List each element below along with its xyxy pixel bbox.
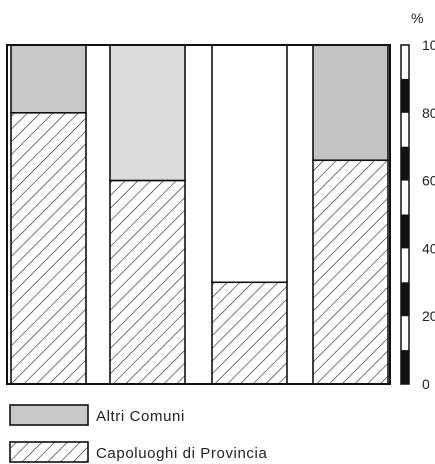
y-unit-label: % bbox=[411, 10, 423, 26]
bar-altri-comuni-2 bbox=[109, 44, 186, 182]
y-tick-label-80: 80 bbox=[422, 105, 435, 121]
legend-item-capoluoghi: Capoluoghi di Provincia bbox=[9, 441, 267, 463]
y-tick-label-60: 60 bbox=[422, 173, 435, 189]
bar-altri-comuni-4 bbox=[312, 44, 389, 162]
legend-swatch-altri-comuni bbox=[9, 404, 89, 426]
legend-label-altri-comuni: Altri Comuni bbox=[96, 408, 185, 425]
bar-capoluoghi-4 bbox=[312, 159, 389, 385]
bars-group bbox=[10, 44, 389, 385]
bar-capoluoghi-2 bbox=[109, 179, 186, 385]
scale-segment-2 bbox=[401, 282, 409, 317]
bar-capoluoghi-3 bbox=[211, 281, 288, 385]
legend: Altri Comuni Capoluoghi di Provincia bbox=[9, 404, 267, 463]
y-tick-label-40: 40 bbox=[422, 240, 435, 256]
y-tick-label-0: 0 bbox=[422, 376, 430, 392]
bar-capoluoghi-1 bbox=[10, 112, 87, 385]
bar-altri-comuni-3 bbox=[211, 44, 288, 284]
legend-swatch-capoluoghi bbox=[9, 441, 89, 463]
plot-frame bbox=[6, 44, 391, 385]
scale-segment-4 bbox=[401, 146, 409, 181]
y-scale-bar bbox=[400, 44, 410, 385]
y-tick-label-20: 20 bbox=[422, 308, 435, 324]
y-tick-labels: 0 20 40 60 80 100 bbox=[422, 37, 435, 392]
legend-label-capoluoghi: Capoluoghi di Provincia bbox=[96, 445, 267, 462]
scale-segment-1 bbox=[401, 350, 409, 384]
bar-altri-comuni-1 bbox=[10, 44, 87, 114]
y-tick-label-100: 100 bbox=[422, 37, 435, 53]
scale-segment-3 bbox=[401, 214, 409, 249]
scale-segment-5 bbox=[401, 78, 409, 113]
legend-item-altri-comuni: Altri Comuni bbox=[9, 404, 185, 426]
